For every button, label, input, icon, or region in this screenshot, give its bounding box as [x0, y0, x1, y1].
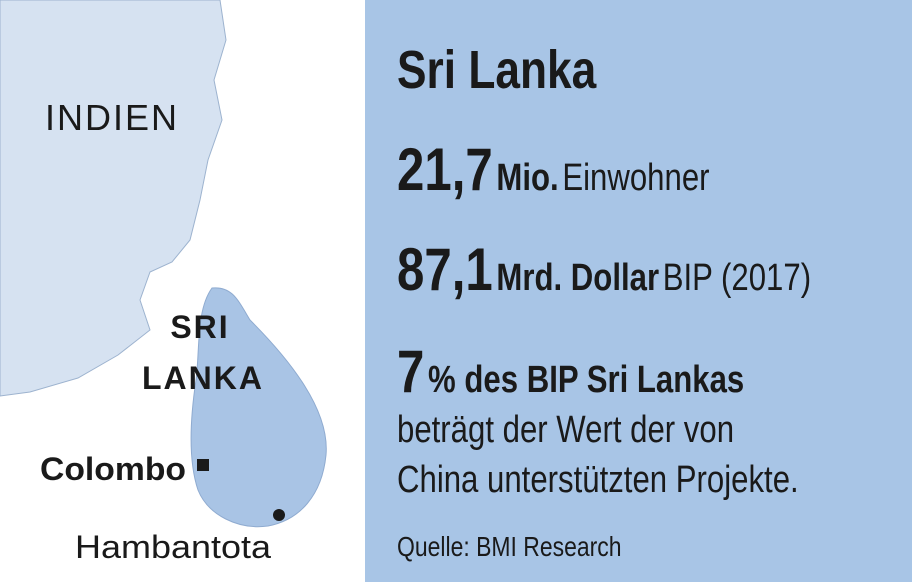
city-marker	[273, 509, 285, 521]
fact: 7 % des BIP Sri Lankas	[397, 337, 744, 405]
fact-value: 21,7	[397, 135, 493, 203]
panel-title: Sri Lanka	[397, 40, 597, 100]
fact-unit: Mio.	[496, 157, 558, 199]
sri-lanka-island	[190, 287, 327, 528]
sri-lanka-label: SRI	[170, 309, 229, 345]
fact: 21,7 Mio. Einwohner	[397, 135, 710, 203]
city-label: Hambantota	[75, 529, 271, 565]
fact-text: Einwohner	[562, 157, 709, 199]
sri-lanka-label: LANKA	[142, 360, 264, 396]
fact-unit: % des BIP Sri Lankas	[428, 359, 744, 401]
fact-text: Sri Lanka 21,7 Mio. Einwohner 87,1 Mrd. …	[397, 40, 811, 563]
india-landmass	[0, 0, 227, 397]
fact-panel	[365, 0, 912, 582]
fact-unit: Mrd. Dollar	[496, 257, 659, 299]
city-label: Colombo	[40, 451, 186, 487]
india-label: INDIEN	[45, 97, 179, 138]
fact-text: China unterstützten Projekte.	[397, 459, 799, 501]
fact-text: beträgt der Wert der von	[397, 409, 734, 451]
fact-value: 7	[397, 337, 424, 405]
fact-value: 87,1	[397, 235, 493, 303]
source-note: Quelle: BMI Research	[397, 532, 622, 563]
city-marker	[197, 459, 209, 471]
fact-text: BIP (2017)	[663, 257, 811, 299]
fact: 87,1 Mrd. Dollar BIP (2017)	[397, 235, 811, 303]
